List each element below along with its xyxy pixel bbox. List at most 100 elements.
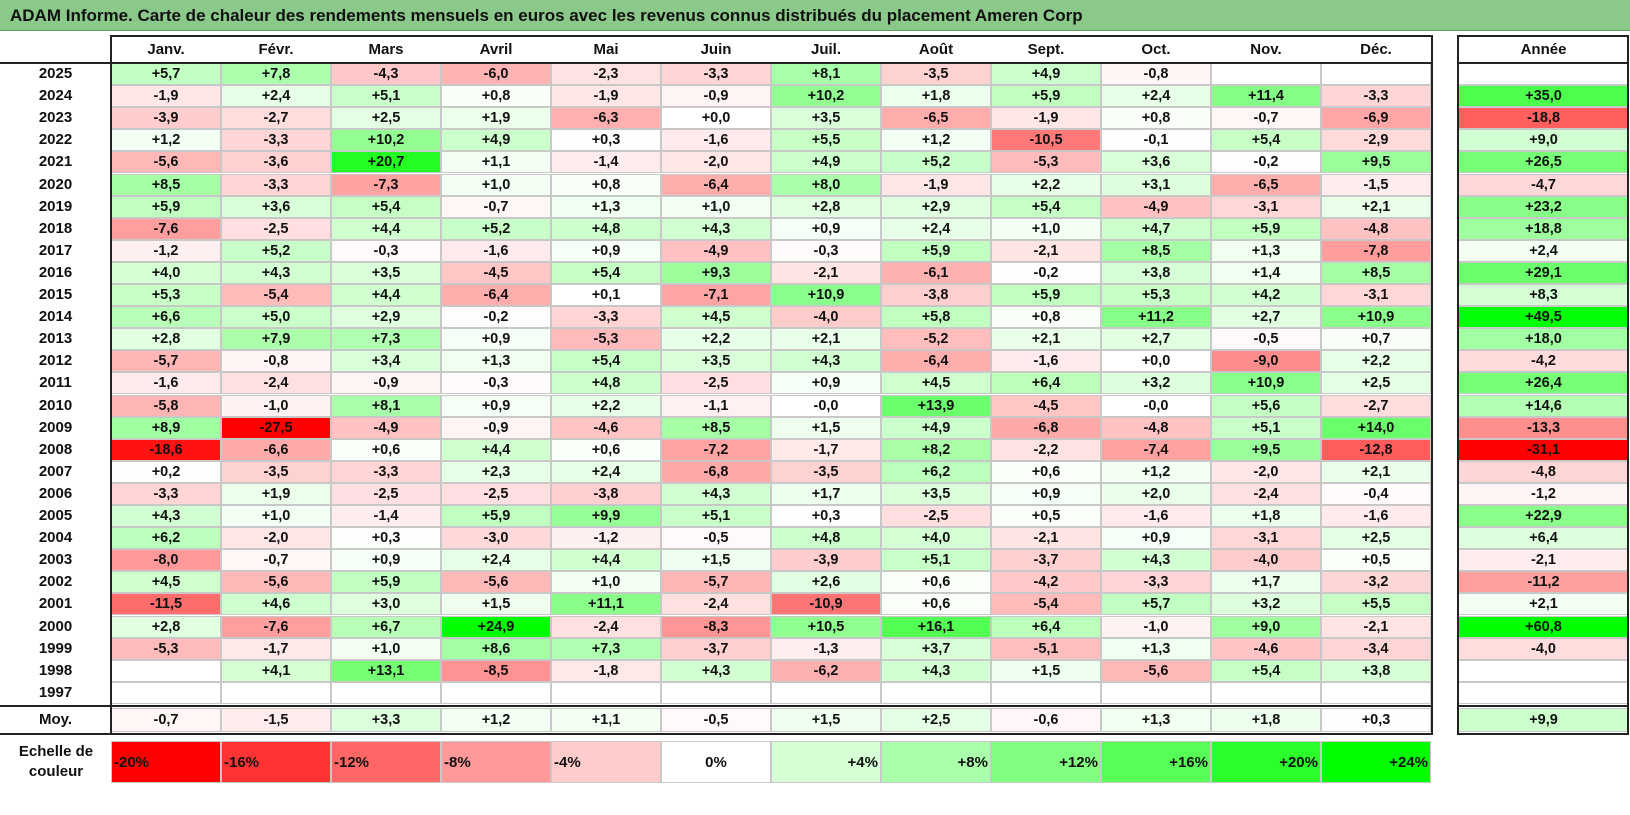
annual-cell bbox=[1458, 63, 1629, 86]
heatmap-cell: +6,2 bbox=[111, 527, 221, 550]
heatmap-cell: +1,5 bbox=[771, 416, 881, 439]
heatmap-cell: +4,3 bbox=[661, 217, 771, 240]
heatmap-cell: -1,9 bbox=[881, 173, 991, 196]
year-label: 1997 bbox=[38, 683, 73, 701]
heatmap-cell: -0,4 bbox=[1321, 482, 1431, 505]
heatmap-cell: +5,9 bbox=[991, 85, 1101, 108]
heatmap-cell: +10,2 bbox=[331, 129, 441, 152]
heatmap-cell bbox=[991, 681, 1101, 704]
heatmap-cell: +4,7 bbox=[1101, 217, 1211, 240]
annual-cell: +6,4 bbox=[1458, 527, 1629, 550]
heatmap-cell: -4,9 bbox=[331, 416, 441, 439]
heatmap-cell: +11,2 bbox=[1101, 306, 1211, 329]
heatmap-cell: -7,4 bbox=[1101, 438, 1211, 461]
heatmap-cell: +4,3 bbox=[771, 350, 881, 373]
heatmap-cell: -3,2 bbox=[1321, 571, 1431, 594]
heatmap-cell bbox=[661, 681, 771, 704]
month-header: Mars bbox=[368, 41, 404, 58]
annual-cell: +29,1 bbox=[1458, 261, 1629, 284]
heatmap-cell: -1,1 bbox=[661, 394, 771, 417]
year-label: 2017 bbox=[38, 241, 73, 259]
heatmap-cell: -1,5 bbox=[1321, 173, 1431, 196]
annual-cell: +9,0 bbox=[1458, 129, 1629, 152]
heatmap-cell: -11,5 bbox=[111, 593, 221, 616]
heatmap-cell: +4,9 bbox=[881, 416, 991, 439]
heatmap-cell: -6,9 bbox=[1321, 107, 1431, 130]
heatmap-cell: +0,9 bbox=[441, 394, 551, 417]
heatmap-cell: +1,0 bbox=[221, 505, 331, 528]
heatmap-cell: +5,4 bbox=[991, 195, 1101, 218]
year-label: 2018 bbox=[38, 219, 73, 237]
heatmap-cell: -0,8 bbox=[221, 350, 331, 373]
heatmap-cell: +3,6 bbox=[221, 195, 331, 218]
heatmap-cell: -1,6 bbox=[661, 129, 771, 152]
year-label: 2020 bbox=[38, 175, 73, 193]
heatmap-cell: +4,3 bbox=[661, 482, 771, 505]
heatmap-cell: -5,7 bbox=[661, 571, 771, 594]
heatmap-cell: +11,1 bbox=[551, 593, 661, 616]
heatmap-cell: +13,1 bbox=[331, 659, 441, 682]
heatmap-cell: +3,5 bbox=[331, 261, 441, 284]
annual-cell bbox=[1458, 681, 1629, 704]
heatmap-cell: +4,8 bbox=[551, 217, 661, 240]
annual-cell: +23,2 bbox=[1458, 195, 1629, 218]
year-label: 2002 bbox=[38, 573, 73, 591]
heatmap-cell: +5,4 bbox=[551, 261, 661, 284]
year-label: 2009 bbox=[38, 418, 73, 436]
heatmap-cell: +2,1 bbox=[1321, 460, 1431, 483]
heatmap-cell: +5,4 bbox=[1211, 659, 1321, 682]
year-label: 2021 bbox=[38, 153, 73, 171]
heatmap-cell: +1,0 bbox=[331, 637, 441, 660]
heatmap-cell: -0,2 bbox=[441, 306, 551, 329]
heatmap-cell: +2,8 bbox=[771, 195, 881, 218]
heatmap-cell: -6,5 bbox=[1211, 173, 1321, 196]
heatmap-cell bbox=[1321, 63, 1431, 86]
heatmap-cell: -5,3 bbox=[551, 328, 661, 351]
annual-cell: +18,0 bbox=[1458, 328, 1629, 351]
heatmap-cell: -1,2 bbox=[551, 527, 661, 550]
heatmap-cell: -5,1 bbox=[991, 637, 1101, 660]
heatmap-cell: -6,4 bbox=[881, 350, 991, 373]
heatmap-cell: +4,4 bbox=[331, 217, 441, 240]
heatmap-cell: -2,5 bbox=[881, 505, 991, 528]
heatmap-cell: +1,7 bbox=[1211, 571, 1321, 594]
header-separator bbox=[0, 62, 1432, 64]
color-scale-swatch: -16% bbox=[221, 741, 331, 783]
heatmap-cell: -5,6 bbox=[441, 571, 551, 594]
color-scale-swatch: +24% bbox=[1321, 741, 1431, 783]
heatmap-cell: +8,6 bbox=[441, 637, 551, 660]
heatmap-cell: -3,1 bbox=[1211, 527, 1321, 550]
heatmap-cell: +8,9 bbox=[111, 416, 221, 439]
year-label: 2019 bbox=[38, 197, 73, 215]
heatmap-cell: +8,2 bbox=[881, 438, 991, 461]
heatmap-cell: +9,5 bbox=[1211, 438, 1321, 461]
annual-cell: +2,4 bbox=[1458, 239, 1629, 262]
heatmap-cell: +7,3 bbox=[551, 637, 661, 660]
heatmap-cell: +2,2 bbox=[661, 328, 771, 351]
heatmap-cell: -12,8 bbox=[1321, 438, 1431, 461]
heatmap-cell: -3,8 bbox=[881, 284, 991, 307]
heatmap-cell: +4,3 bbox=[221, 261, 331, 284]
heatmap-cell: -0,1 bbox=[1101, 129, 1211, 152]
heatmap-cell: -1,0 bbox=[1101, 615, 1211, 638]
heatmap-cell: -2,5 bbox=[661, 372, 771, 395]
heatmap-cell: +5,7 bbox=[111, 63, 221, 86]
heatmap-cell: -2,0 bbox=[1211, 460, 1321, 483]
heatmap-cell: +2,5 bbox=[1321, 372, 1431, 395]
average-cell: -0,5 bbox=[661, 708, 771, 732]
heatmap-cell: +10,5 bbox=[771, 615, 881, 638]
heatmap-cell: -2,0 bbox=[221, 527, 331, 550]
heatmap-cell: -0,9 bbox=[331, 372, 441, 395]
heatmap-cell: -1,4 bbox=[331, 505, 441, 528]
average-cell: +1,8 bbox=[1211, 708, 1321, 732]
heatmap-cell: -2,2 bbox=[991, 438, 1101, 461]
heatmap-cell: -3,6 bbox=[221, 151, 331, 174]
heatmap-cell: -0,3 bbox=[771, 239, 881, 262]
heatmap-cell: -3,3 bbox=[551, 306, 661, 329]
year-label: 2013 bbox=[38, 330, 73, 348]
heatmap-cell: -3,1 bbox=[1211, 195, 1321, 218]
heatmap-cell: +8,0 bbox=[771, 173, 881, 196]
heatmap-cell: -3,3 bbox=[1321, 85, 1431, 108]
year-label: 2022 bbox=[38, 131, 73, 149]
heatmap-cell: -3,9 bbox=[771, 549, 881, 572]
